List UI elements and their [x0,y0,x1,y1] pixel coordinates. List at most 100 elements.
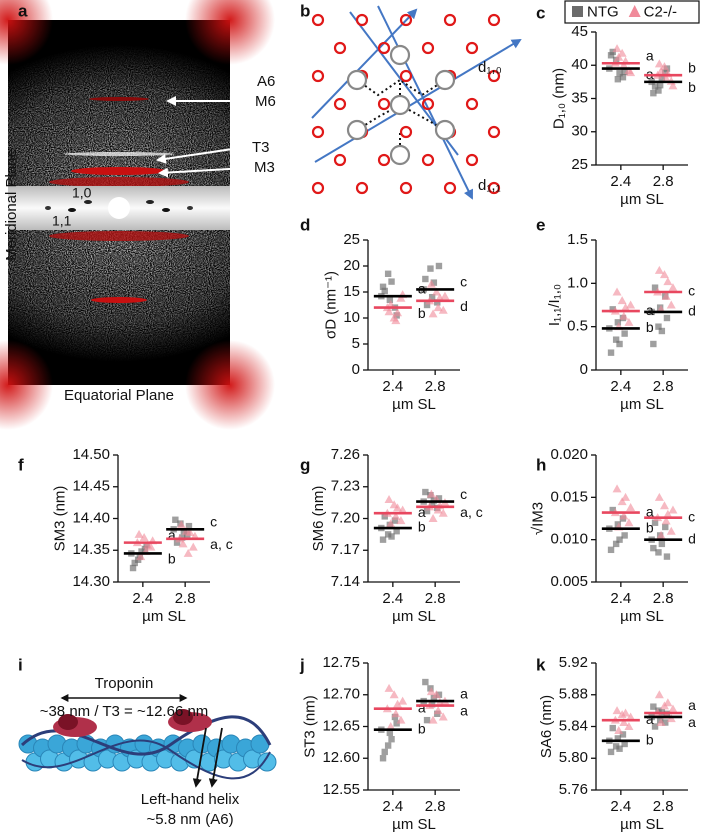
data-point [655,549,662,556]
x-tick-label: 2.4 [132,590,153,607]
y-tick-label: 7.17 [331,541,360,558]
data-point [619,718,629,727]
y-tick-label: 7.26 [331,446,360,463]
data-point [393,308,403,317]
data-point [621,532,628,539]
data-point [624,317,634,326]
data-point [185,527,195,536]
significance-letter: a [646,302,654,318]
data-point [651,284,659,291]
y-tick-label: 5.76 [559,781,588,798]
y-tick-label: 14.30 [72,573,110,590]
lattice-ring [487,13,501,27]
y-tick-label: 12.75 [322,654,360,671]
data-point [391,517,399,524]
data-point [389,690,399,699]
y-tick-label: 0 [580,361,588,378]
reflection-label: A6 [257,73,275,90]
y-tick-label: 45 [571,23,588,40]
data-point [655,323,662,330]
y-tick-label: 40 [571,56,588,73]
y-tick-label: 5.84 [559,717,588,734]
x-tick-label: 2.8 [653,378,674,395]
data-point [422,488,429,496]
data-point [393,503,403,512]
significance-letter: a [688,697,696,713]
data-point [626,300,636,309]
significance-letter: c [460,486,467,502]
data-point [381,287,388,295]
data-point [668,704,678,713]
data-point [386,299,396,308]
y-tick-label: 5 [352,335,360,352]
lattice-ring [333,153,347,167]
data-point [626,502,636,511]
data-point [662,523,669,531]
y-tick-label: 5.92 [559,654,588,671]
lattice-ring [377,41,391,55]
data-point [666,526,676,535]
panel-label: h [536,455,546,474]
data-point [386,296,394,303]
panel-label: i [18,655,23,674]
data-point [659,270,669,279]
data-point [180,528,188,535]
data-point [661,516,671,525]
lattice-ring [355,13,369,27]
significance-letter: b [646,319,654,335]
y-axis-label: √IM3 [529,502,546,535]
data-point [388,278,395,285]
data-point [384,494,394,503]
data-point [433,706,443,715]
data-point [654,690,664,699]
significance-letter: c [688,508,695,524]
data-point [624,722,634,730]
lattice-ring [487,181,501,195]
x-tick-label: 2.8 [653,798,674,815]
data-point [131,559,138,567]
significance-letter: a, c [460,504,483,520]
data-point [616,340,623,348]
panel-label: d [300,215,310,234]
data-point [654,59,664,68]
lattice-ring [487,125,501,139]
data-point [651,83,659,90]
data-point [663,277,673,286]
data-point [139,533,149,542]
data-point [650,89,657,97]
data-point [422,275,429,283]
data-point [391,511,401,520]
significance-letter: a [646,503,654,519]
data-point [616,536,623,543]
y-tick-label: 7.14 [331,573,360,590]
lattice-diagram [311,5,522,200]
data-point [656,66,666,75]
y-tick-label: 12.55 [322,781,360,798]
data-point [659,62,669,71]
lattice-site [389,94,411,116]
x-tick-label: 2.4 [382,378,403,395]
significance-letter: c [688,283,695,299]
data-point [388,736,395,743]
data-point [668,283,678,292]
data-point [426,687,436,696]
annotation: ~5.8 nm (A6) [146,811,233,828]
data-point [662,69,669,76]
data-point [396,715,406,724]
data-point [434,299,441,306]
x-axis-label: µm SL [392,396,436,413]
data-point [423,716,431,724]
reflection-label: 1,0 [72,185,92,201]
x-tick-label: 2.4 [610,590,631,607]
data-point [656,718,666,727]
data-point [398,696,408,705]
significance-letter: c [210,513,217,529]
y-tick-label: 12.65 [322,717,360,734]
data-point [668,81,678,90]
y-tick-label: 7.23 [331,478,360,495]
y-tick-label: 25 [571,156,588,173]
x-tick-label: 2.4 [610,378,631,395]
data-point [428,715,438,724]
data-point [654,492,664,501]
